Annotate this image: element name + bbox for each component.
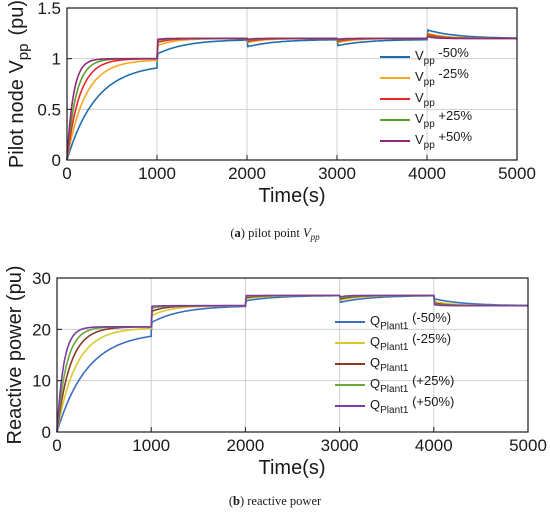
panel-a-caption-letter: a	[235, 226, 242, 240]
panel-b-series-line-5	[56, 294, 528, 433]
panel-b-caption-letter: b	[233, 494, 240, 508]
panel-a-x-tick-label: 0	[62, 164, 71, 183]
panel-a-y-tick-label: 0	[52, 151, 61, 170]
panel-a-legend-label-5: Vpp +50%	[415, 129, 472, 151]
panel-a-series-line-5	[66, 35, 517, 161]
panel-a-legend-label-1: Vpp -50%	[415, 45, 469, 67]
panel-a-x-tick-label: 4000	[408, 164, 446, 183]
panel-b-x-tick-label: 1000	[132, 436, 170, 455]
panel-a-y-axis-label-unit: (pu)	[6, 0, 28, 36]
panel-b-legend: QPlant1 (-50%)QPlant1 (-25%)QPlant1QPlan…	[335, 310, 454, 416]
panel-b-grid	[57, 278, 528, 432]
panel-a-x-axis-label: Time(s)	[258, 185, 325, 207]
panel-a-series-line-1	[66, 29, 517, 161]
panel-b-legend-label-5: QPlant1 (+50%)	[370, 394, 454, 416]
panel-b-series-line-1	[56, 294, 528, 433]
panel-b-y-tick-label: 20	[32, 320, 51, 339]
panel-a-x-tick-label: 5000	[498, 164, 536, 183]
panel-b-x-tick-label: 0	[52, 436, 61, 455]
panel-b-axes-frame	[56, 277, 529, 433]
panel-a-y-axis-label-main: Pilot node V	[6, 60, 28, 169]
panel-b-legend-label-3: QPlant1	[370, 355, 409, 374]
panel-a-legend-label-4: Vpp +25%	[415, 108, 472, 130]
panel-b-caption: (b) reactive power	[229, 494, 322, 508]
panel-a-caption-text: pilot point	[248, 226, 300, 240]
panel-b-x-tick-label: 4000	[415, 436, 453, 455]
panel-b-series-line-2	[56, 294, 528, 433]
panel-b-x-tick-label: 5000	[509, 436, 547, 455]
panel-b-caption-text: reactive power	[247, 494, 322, 508]
panel-b-series-line-3	[56, 294, 528, 433]
panel-b-legend-label-2: QPlant1 (-25%)	[370, 331, 451, 353]
panel-a-legend-label-2: Vpp -25%	[415, 66, 469, 88]
panel-a-axes-frame	[66, 7, 518, 161]
panel-b-ticks: 0 1000 2000 3000 4000 5000 0 10 20 30	[32, 269, 547, 455]
panel-b-series-line-4	[56, 294, 528, 433]
panel-b-y-tick-label: 10	[32, 372, 51, 391]
panel-a-legend-label-3: Vpp	[415, 90, 435, 109]
panel-a-y-axis-label-sub: pp	[15, 44, 32, 61]
panel-b-x-tick-label: 2000	[226, 436, 264, 455]
panel-a-caption: (a) pilot point Vpp	[230, 226, 320, 242]
panel-a-x-tick-label: 3000	[318, 164, 356, 183]
panel-a-ticks: 0 1000 2000 3000 4000 5000 0 0.5 1 1.5	[37, 0, 536, 183]
panel-b-lines	[56, 294, 528, 433]
panel-a-y-tick-label: 1.5	[37, 0, 61, 18]
panel-b-legend-label-4: QPlant1 (+25%)	[370, 373, 454, 395]
panel-b-y-axis-label: Reactive power (pu)	[4, 266, 26, 445]
panel-a: 0 1000 2000 3000 4000 5000 0 0.5 1 1.5 Time(s) Pi…	[6, 0, 536, 242]
panel-b-y-tick-label: 30	[32, 269, 51, 288]
panel-b-x-axis-label: Time(s)	[258, 457, 325, 479]
panel-a-x-tick-label: 1000	[138, 164, 176, 183]
panel-a-y-tick-label: 0.5	[37, 100, 61, 119]
panel-a-caption-var: V	[303, 226, 312, 240]
panel-a-y-axis-label: Pilot node Vpp (pu)	[6, 0, 32, 168]
panel-a-lines	[66, 29, 517, 161]
panel-b-legend-label-1: QPlant1 (-50%)	[370, 310, 451, 332]
panel-a-x-tick-label: 2000	[228, 164, 266, 183]
panel-b: 0 1000 2000 3000 4000 5000 0 10 20 30 Time(s) Rea…	[4, 266, 547, 508]
panel-a-y-tick-label: 1	[52, 50, 61, 69]
panel-b-y-tick-label: 0	[42, 423, 51, 442]
panel-a-caption-var-sub: pp	[310, 232, 321, 242]
panel-b-x-tick-label: 3000	[321, 436, 359, 455]
